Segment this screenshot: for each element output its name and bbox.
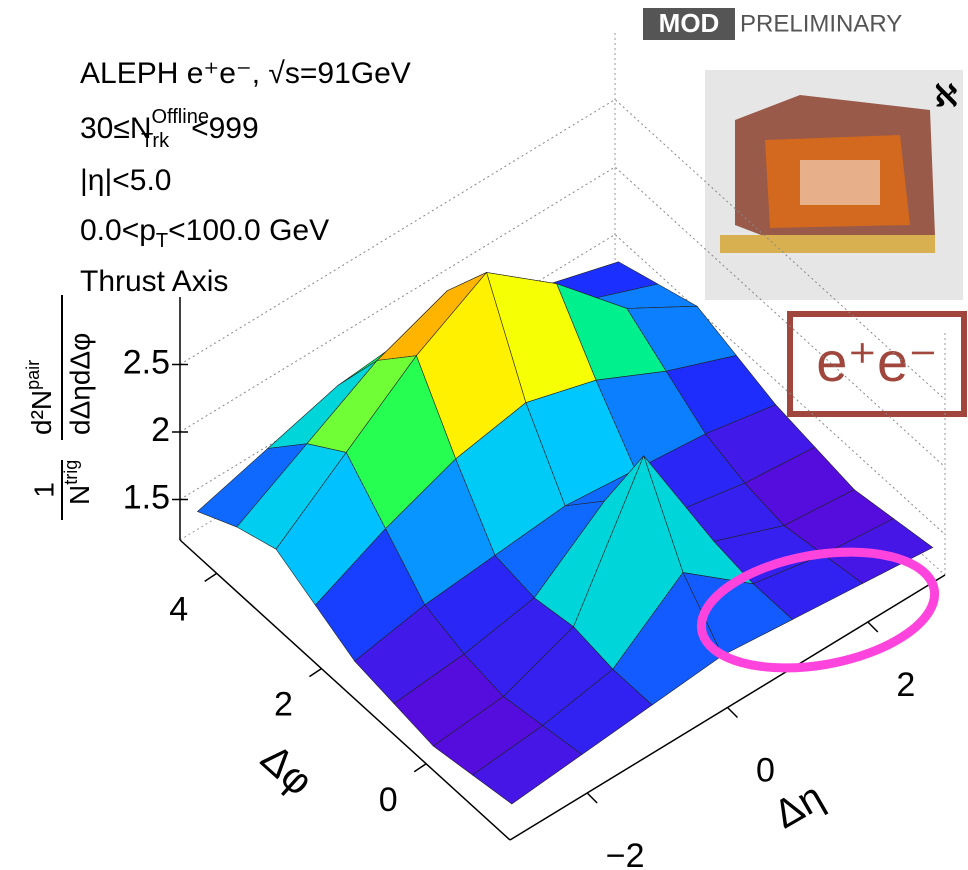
highlight-ellipse — [696, 547, 940, 673]
x-tick-label: 2 — [896, 666, 915, 704]
annotation: 0.0<pT<100.0 GeV — [80, 214, 329, 252]
annotations: ALEPH e⁺e⁻, √s=91GeV 30≤NOffline Trk <999 … — [80, 57, 411, 298]
label-box: e⁺e⁻ — [787, 311, 967, 417]
annotation-sub: Trk — [141, 130, 170, 152]
surface-patch — [471, 725, 583, 805]
z-label-sup: trig — [61, 460, 81, 485]
y-tick-label: 4 — [169, 590, 188, 628]
inset-logo: ℵ — [935, 80, 957, 113]
detector-inner — [800, 160, 880, 205]
z-tick-label: 1.5 — [123, 478, 170, 516]
annotation: |η|<5.0 — [80, 164, 172, 197]
z-label-part: d²N — [26, 390, 57, 435]
annotation: 30≤NOffline Trk <999 — [80, 106, 259, 152]
badge: MOD PRELIMINARY — [643, 8, 902, 40]
label-box-frame — [787, 311, 967, 417]
z-tick-label: 2 — [151, 411, 170, 449]
annotation-part: <100.0 GeV — [168, 214, 329, 247]
x-tick — [867, 621, 879, 633]
annotation-sup: Offline — [152, 106, 209, 128]
y-axis — [179, 539, 511, 841]
z-label-part: Ntrig — [61, 460, 96, 505]
label-box-text: e⁺e⁻ — [816, 330, 937, 393]
annotation-part: <999 — [191, 112, 259, 145]
z-label-part: 1 — [28, 482, 59, 498]
y-tick-label: 2 — [274, 686, 293, 724]
y-tick — [204, 572, 218, 582]
annotation: Thrust Axis — [80, 265, 228, 298]
y-axis-label: Δφ — [252, 736, 321, 804]
y-tick-label: 0 — [379, 781, 398, 819]
annotation-sub: T — [156, 230, 168, 252]
z-axis-label: 1 Ntrig d²Npair dΔηdΔφ — [23, 295, 96, 520]
z-label-sup: pair — [23, 360, 43, 390]
x-tick-label: −2 — [606, 837, 645, 870]
annotation: ALEPH e⁺e⁻, √s=91GeV — [80, 57, 411, 90]
detector-base — [720, 235, 935, 253]
grid-line — [179, 166, 946, 468]
grid-line — [179, 233, 946, 535]
z-label-part: dΔηdΔφ — [64, 333, 95, 435]
x-tick — [586, 792, 598, 804]
x-axis-label: Δη — [767, 775, 831, 838]
annotation-part: 0.0<p — [80, 214, 156, 247]
badge-box — [643, 8, 735, 40]
badge-mod: MOD — [659, 8, 720, 38]
y-tick — [309, 667, 322, 678]
z-tick-label: 2.5 — [123, 343, 170, 381]
inset: ℵ — [705, 70, 963, 300]
x-tick-label: 0 — [756, 751, 775, 789]
y-tick — [413, 763, 427, 773]
surface — [196, 261, 934, 805]
annotation-part: 30≤N — [80, 112, 152, 145]
badge-text: PRELIMINARY — [740, 10, 902, 37]
z-label-part: d²Npair — [23, 360, 58, 435]
z-label-part: N — [64, 485, 95, 505]
grid-line — [179, 98, 946, 400]
x-tick — [726, 706, 739, 719]
